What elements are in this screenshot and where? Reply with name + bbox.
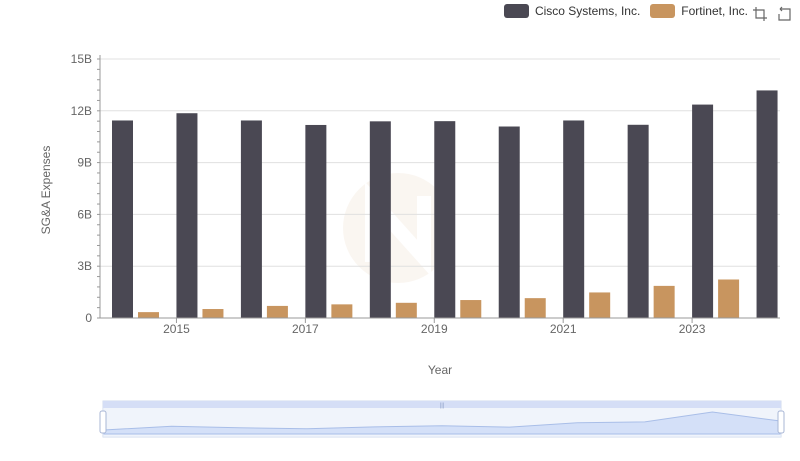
- legend-swatch-cisco: [503, 4, 529, 18]
- bar-cisco-2023[interactable]: [692, 104, 714, 318]
- bar-cisco-2018[interactable]: [369, 121, 391, 318]
- bar-cisco-2015[interactable]: [176, 113, 198, 318]
- x-tick-label: 2015: [163, 322, 190, 336]
- toolbox: [752, 6, 792, 22]
- y-tick-label: 3B: [77, 259, 92, 273]
- y-tick-label: 9B: [77, 156, 92, 170]
- slider-preview-area: [103, 411, 781, 435]
- x-axis-title: Year: [428, 363, 452, 377]
- x-tick-label: 2023: [679, 322, 706, 336]
- legend-swatch-fortinet: [650, 4, 676, 18]
- x-tick-label: 2017: [292, 322, 319, 336]
- y-tick-label: 6B: [77, 207, 92, 221]
- bar-fortinet-2015[interactable]: [202, 309, 224, 318]
- bar-cisco-2014[interactable]: [112, 120, 133, 318]
- bar-fortinet-2019[interactable]: [460, 300, 482, 318]
- bars-layer: [112, 90, 778, 319]
- data-zoom-slider[interactable]: |||: [99, 400, 785, 438]
- legend-item-fortinet[interactable]: Fortinet, Inc.: [650, 4, 748, 18]
- bar-cisco-2020[interactable]: [498, 126, 520, 318]
- bar-cisco-2017[interactable]: [305, 124, 327, 318]
- y-axis-title: SG&A Expenses: [39, 146, 53, 235]
- bar-cisco-2019[interactable]: [434, 121, 456, 318]
- bar-cisco-2016[interactable]: [240, 120, 262, 318]
- bar-fortinet-2014[interactable]: [138, 312, 159, 318]
- legend-label-fortinet: Fortinet, Inc.: [681, 4, 748, 18]
- zoom-icon[interactable]: [752, 6, 768, 22]
- bar-cisco-2024[interactable]: [756, 90, 778, 319]
- bar-fortinet-2021[interactable]: [589, 292, 611, 318]
- y-tick-label: 0: [85, 311, 92, 325]
- y-tick-label: 15B: [71, 52, 92, 66]
- legend-label-cisco: Cisco Systems, Inc.: [534, 4, 641, 18]
- x-tick-label: 2019: [421, 322, 448, 336]
- restore-icon[interactable]: [776, 6, 792, 22]
- axes-layer: 0 3B 6B 9B 12B 15B 2015 2017 2019 2021 2023: [71, 52, 780, 336]
- bar-fortinet-2022[interactable]: [653, 285, 675, 318]
- bar-fortinet-2016[interactable]: [266, 305, 288, 318]
- slider-grip-icon[interactable]: |||: [440, 403, 445, 409]
- slider-top-bar[interactable]: [103, 401, 781, 408]
- bar-fortinet-2020[interactable]: [524, 298, 546, 318]
- bar-fortinet-2023[interactable]: [718, 279, 740, 318]
- bar-fortinet-2018[interactable]: [395, 302, 417, 318]
- bar-cisco-2022[interactable]: [627, 124, 649, 318]
- bar-cisco-2021[interactable]: [563, 120, 585, 318]
- legend: Cisco Systems, Inc. Fortinet, Inc.: [503, 4, 748, 18]
- slider-right-handle[interactable]: [777, 410, 785, 434]
- bar-fortinet-2017[interactable]: [331, 304, 353, 318]
- slider-left-handle[interactable]: [99, 410, 107, 434]
- legend-item-cisco[interactable]: Cisco Systems, Inc.: [503, 4, 641, 18]
- x-tick-label: 2021: [550, 322, 577, 336]
- y-tick-label: 12B: [71, 104, 92, 118]
